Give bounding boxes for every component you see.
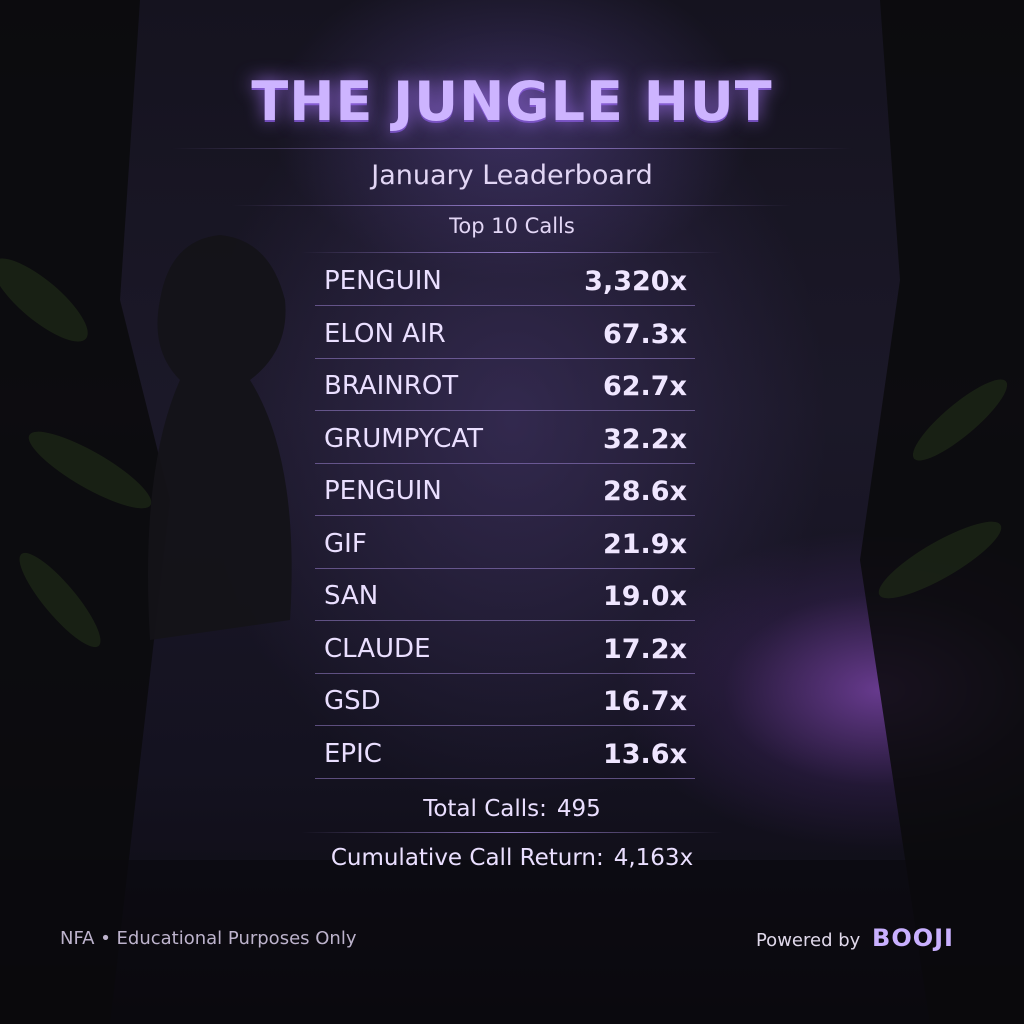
row-divider [315,725,695,726]
call-name: GSD [324,686,381,716]
row-divider [315,672,695,674]
call-name: SAN [324,581,379,611]
call-name: PENGUIN [324,266,442,296]
call-return: 13.6x [602,738,687,770]
call-return: 3,320x [584,266,687,297]
leaderboard-row: GIF 21.9x [315,517,695,569]
row-divider [315,515,695,516]
call-return: 17.2x [602,633,687,665]
title: THE JUNGLE HUT [251,70,773,133]
call-name: EPIC [324,738,382,769]
call-return: 62.7x [602,371,687,402]
call-name: PENGUIN [324,476,442,506]
call-return: 67.3x [602,318,687,350]
call-name: GIF [324,528,367,559]
leaderboard-row: ELON AIR 67.3x [315,307,695,359]
call-return: 32.2x [602,423,687,455]
leaderboard-row: GRUMPYCAT 32.2x [315,412,695,464]
stat-value: 495 [556,796,601,822]
brand: BOOJI [872,924,954,952]
row-divider [315,410,695,411]
divider [170,148,854,149]
row-divider [315,305,695,306]
call-name: ELON AIR [324,318,446,349]
stat-value: 4,163x [613,845,694,871]
total-calls: Total Calls: 495 [0,796,1024,822]
leaderboard-row: SAN 19.0x [315,569,695,621]
row-divider [315,462,695,464]
call-name: BRAINROT [324,371,459,401]
leaderboard-row: EPIC 13.6x [315,727,695,779]
section-label: Top 10 Calls [449,214,575,238]
call-return: 21.9x [602,528,687,560]
credit-label: Powered by [755,930,861,951]
leaderboard-row: GSD 16.7x [315,674,695,726]
leaderboard-row: CLAUDE 17.2x [315,622,695,674]
cumulative-return: Cumulative Call Return: 4,163x [0,845,1024,871]
subtitle: January Leaderboard [371,160,653,191]
call-name: GRUMPYCAT [324,423,484,454]
stat-label: Total Calls: [423,796,547,822]
call-return: 28.6x [602,476,687,507]
divider [300,252,724,253]
row-divider [315,777,695,779]
call-return: 16.7x [602,686,687,717]
divider [300,832,724,833]
leaderboard-row: PENGUIN 28.6x [315,464,695,516]
row-divider [315,567,695,569]
call-name: CLAUDE [324,633,431,664]
credit: Powered by BOOJI [756,924,954,952]
stat-label: Cumulative Call Return: [330,845,604,871]
disclaimer: NFA • Educational Purposes Only [60,928,357,949]
divider [230,205,794,206]
leaderboard-row: BRAINROT 62.7x [315,359,695,411]
row-divider [315,620,695,621]
row-divider [315,357,695,359]
call-return: 19.0x [602,581,687,612]
leaderboard-row: PENGUIN 3,320x [315,254,695,306]
